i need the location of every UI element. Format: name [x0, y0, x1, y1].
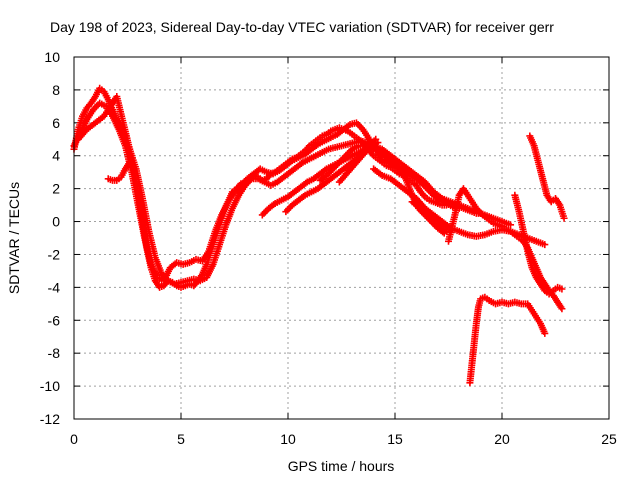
y-tick-label: 4: [52, 148, 60, 164]
axis-ticks: 0 5 10 15 20 25 -12 -10 -8 -6 -4 -2 0 2 4 6 8 10: [40, 49, 617, 447]
data-point: [485, 214, 493, 222]
x-tick-label: 25: [601, 431, 617, 447]
data-point: [372, 135, 380, 143]
series-11: [466, 293, 549, 387]
data-point: [507, 221, 515, 229]
x-tick-label: 20: [494, 431, 510, 447]
data-point: [541, 329, 549, 337]
y-tick-label: -6: [48, 312, 61, 328]
data-point: [558, 305, 566, 313]
series-13: [526, 132, 568, 222]
x-tick-label: 10: [280, 431, 296, 447]
data-point: [541, 241, 549, 249]
y-tick-label: -12: [40, 411, 60, 427]
plot-frame: [73, 56, 610, 420]
y-tick-label: 6: [52, 115, 60, 131]
series-9: [408, 198, 450, 235]
series-10: [445, 185, 493, 245]
x-tick-label: 5: [177, 431, 185, 447]
x-tick-label: 0: [70, 431, 78, 447]
data-point: [126, 158, 134, 166]
data-points: [70, 84, 568, 387]
data-point: [442, 227, 450, 235]
x-axis-label: GPS time / hours: [288, 458, 395, 474]
data-point: [558, 285, 566, 293]
y-tick-label: -4: [48, 279, 61, 295]
data-point: [560, 214, 568, 222]
y-tick-label: 2: [52, 181, 60, 197]
y-tick-label: 10: [44, 49, 60, 65]
chart-title: Day 198 of 2023, Sidereal Day-to-day VTE…: [50, 19, 554, 35]
y-tick-label: -10: [40, 378, 60, 394]
x-tick-label: 15: [387, 431, 403, 447]
y-axis-label: SDTVAR / TECUs: [6, 182, 22, 294]
y-tick-label: 8: [52, 82, 60, 98]
y-tick-label: -2: [48, 246, 61, 262]
series-12: [511, 191, 566, 298]
y-tick-label: -8: [48, 345, 61, 361]
y-tick-label: 0: [52, 214, 60, 230]
series-2: [74, 92, 448, 288]
series-3: [104, 158, 134, 184]
